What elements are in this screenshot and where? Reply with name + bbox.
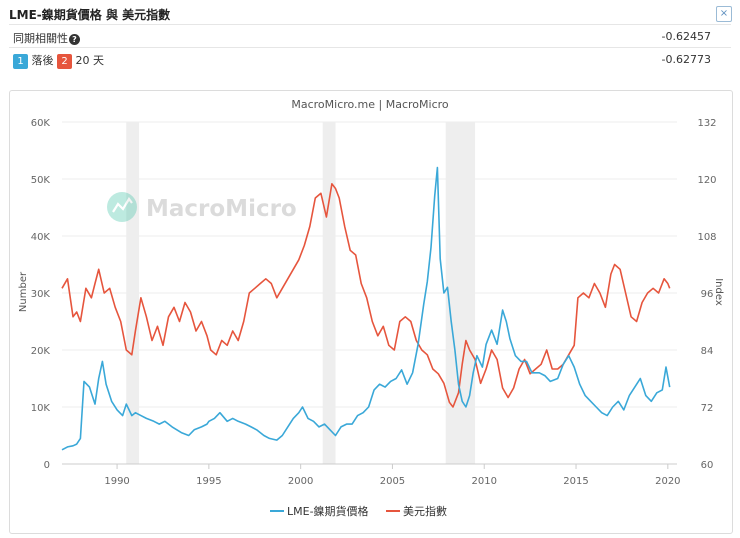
lag-row: 1 落後 2 20 天 -0.62773 [9, 47, 731, 70]
y-right-tick-label: 108 [697, 232, 716, 243]
y-right-tick-label: 60 [701, 460, 714, 471]
chart-title: MacroMicro.me | MacroMicro [291, 98, 449, 111]
y-left-tick-label: 10K [31, 403, 51, 414]
correlation-value: -0.62457 [661, 30, 711, 43]
legend: LME-鎳期貨價格 美元指數 [270, 504, 447, 518]
legend-label: LME-鎳期貨價格 [287, 504, 369, 518]
x-tick-label: 1990 [104, 476, 129, 487]
x-tick-label: 2020 [655, 476, 680, 487]
help-icon[interactable]: ? [69, 34, 80, 45]
watermark: MacroMicro [107, 192, 297, 222]
y-left-tick-label: 50K [31, 175, 51, 186]
y-left-tick-label: 20K [31, 346, 51, 357]
correlation-label: 同期相關性 [13, 32, 68, 45]
legend-item-nickel[interactable]: LME-鎳期貨價格 [270, 504, 369, 518]
y-left-tick-label: 60K [31, 118, 51, 129]
x-tick-label: 1995 [196, 476, 221, 487]
lag-text-2: 20 天 [75, 54, 105, 67]
x-tick-label: 2005 [380, 476, 405, 487]
close-icon[interactable]: × [716, 6, 732, 22]
lag-text-1: 落後 [31, 54, 54, 67]
y-left-tick-label: 0 [44, 460, 50, 471]
lag-value: -0.62773 [661, 53, 711, 66]
y-left-tick-label: 30K [31, 289, 51, 300]
x-tick-label: 2010 [472, 476, 497, 487]
y-right-tick-label: 120 [697, 175, 716, 186]
y-axis-left-label: Number [18, 271, 29, 312]
y-left-tick-label: 40K [31, 232, 51, 243]
series-line-nickel[interactable] [61, 166, 671, 451]
x-tick-label: 2015 [563, 476, 588, 487]
y-right-tick-label: 96 [701, 289, 714, 300]
legend-label: 美元指數 [403, 504, 447, 518]
lag-badge-1[interactable]: 1 [13, 54, 28, 69]
header-panel: LME-鎳期貨價格 與 美元指數 × 同期相關性? -0.62457 1 落後 … [0, 0, 740, 82]
page-title: LME-鎳期貨價格 與 美元指數 [9, 8, 171, 22]
x-tick-label: 2000 [288, 476, 313, 487]
watermark-logo-icon [107, 192, 137, 222]
legend-item-usd-index[interactable]: 美元指數 [386, 504, 447, 518]
y-right-tick-label: 84 [701, 346, 714, 357]
watermark-text: MacroMicro [146, 196, 297, 222]
y-right-tick-label: 132 [697, 118, 716, 129]
y-axis-right-label: Index [713, 278, 724, 306]
y-right-tick-label: 72 [701, 403, 714, 414]
lag-badge-2[interactable]: 2 [57, 54, 72, 69]
correlation-row: 同期相關性? -0.62457 [9, 24, 731, 47]
series-line-usd-index[interactable] [61, 183, 671, 408]
